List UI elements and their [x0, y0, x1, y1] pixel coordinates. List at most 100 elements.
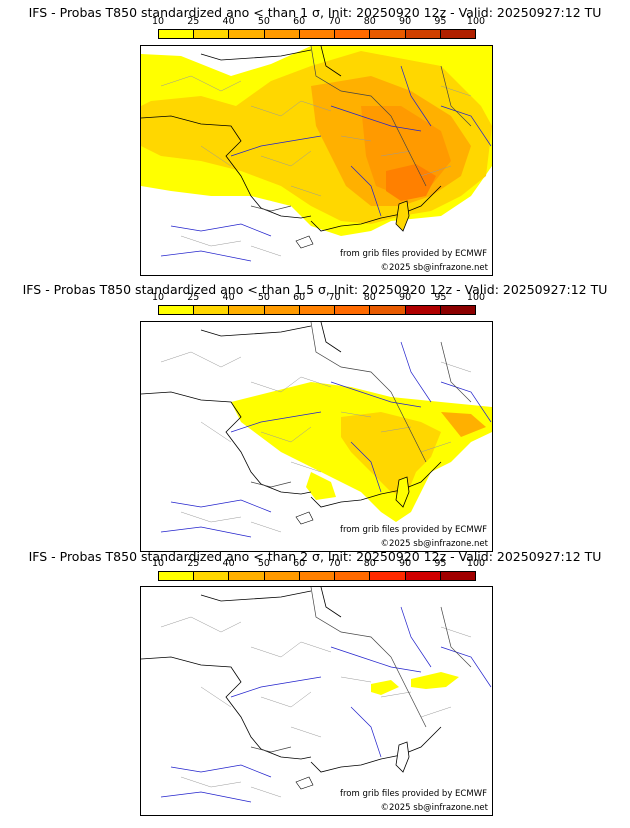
colorbar-segment [229, 30, 265, 38]
admin-borders [160, 75, 472, 257]
map-panel-1: IFS - Probas T850 standardized ano < tha… [0, 0, 630, 276]
tick-label: 70 [328, 292, 341, 303]
coastline [141, 587, 442, 773]
tick-label: 60 [293, 16, 306, 27]
corsica [395, 476, 410, 508]
tick-label: 100 [466, 292, 486, 303]
tick-label: 80 [363, 16, 376, 27]
colorbar-segment [159, 306, 195, 314]
admin-borders [160, 616, 472, 798]
copyright: ©2025 sb@infrazone.net [379, 539, 489, 549]
colorbar-ticks: 10 25 40 50 60 70 80 90 95 100 [152, 558, 485, 571]
copyright: ©2025 sb@infrazone.net [379, 263, 489, 273]
source-credit: from grib files provided by ECMWF [340, 249, 487, 259]
tick-label: 25 [187, 558, 200, 569]
low-prob-area [141, 196, 296, 275]
source-credit: from grib files provided by ECMWF [340, 789, 487, 799]
probability-map: from grib files provided by ECMWF ©2025 … [140, 45, 493, 276]
tick-label: 40 [222, 16, 235, 27]
colorbar-segment [229, 572, 265, 580]
colorbar [158, 571, 476, 581]
tick-label: 80 [363, 292, 376, 303]
rivers [160, 65, 492, 262]
prob-area-25 [341, 412, 441, 497]
map-panel-2: IFS - Probas T850 standardized ano < tha… [0, 276, 630, 552]
copyright: ©2025 sb@infrazone.net [379, 803, 489, 813]
admin-borders [160, 351, 472, 533]
colorbar-segment [335, 572, 371, 580]
corsica [395, 200, 410, 232]
colorbar-segment [159, 572, 195, 580]
country-borders [250, 46, 472, 212]
prob-area-60 [386, 164, 436, 201]
colorbar-segment [229, 306, 265, 314]
tick-label: 70 [328, 16, 341, 27]
map-graphic [141, 46, 492, 275]
source-credit: from grib files provided by ECMWF [340, 525, 487, 535]
colorbar-segment [264, 30, 300, 38]
country-borders [250, 587, 472, 753]
colorbar-segment [299, 572, 336, 580]
colorbar-ticks: 10 25 40 50 60 70 80 90 95 100 [152, 16, 485, 29]
tick-label: 50 [257, 16, 270, 27]
tick-label: 95 [434, 558, 447, 569]
map-graphic [141, 322, 492, 538]
tick-label: 60 [293, 292, 306, 303]
colorbar-segment [335, 306, 371, 314]
colorbar-segment [405, 572, 441, 580]
baleares [295, 776, 314, 790]
colorbar-segment [159, 30, 195, 38]
tick-label: 95 [434, 292, 447, 303]
corsica [395, 741, 410, 773]
tick-label: 100 [466, 558, 486, 569]
panel-title: IFS - Probas T850 standardized ano < tha… [28, 549, 602, 564]
tick-label: 100 [466, 16, 486, 27]
tick-label: 90 [399, 16, 412, 27]
colorbar-segment [370, 30, 406, 38]
colorbar-ticks: 10 25 40 50 60 70 80 90 95 100 [152, 292, 485, 305]
colorbar-segment [335, 30, 371, 38]
rivers [160, 606, 492, 803]
colorbar-segment [440, 30, 475, 38]
probability-map: from grib files provided by ECMWF ©2025 … [140, 321, 493, 552]
colorbar-segment [440, 306, 475, 314]
coastline [141, 46, 442, 232]
colorbar-segment [370, 572, 406, 580]
tick-label: 90 [399, 558, 412, 569]
colorbar [158, 29, 476, 39]
tick-label: 50 [257, 292, 270, 303]
colorbar-segment [440, 572, 475, 580]
tick-label: 60 [293, 558, 306, 569]
tick-label: 10 [151, 292, 165, 303]
country-borders [250, 322, 472, 488]
tick-label: 10 [151, 16, 165, 27]
colorbar-segment [194, 30, 230, 38]
colorbar-segment [194, 572, 230, 580]
colorbar-segment [405, 306, 441, 314]
baleares [295, 235, 314, 249]
baleares [295, 511, 314, 525]
tick-label: 95 [434, 16, 447, 27]
colorbar-segment [405, 30, 441, 38]
tick-label: 70 [328, 558, 341, 569]
tick-label: 90 [399, 292, 412, 303]
colorbar-segment [370, 306, 406, 314]
rivers [160, 341, 492, 538]
prob-area-10 [371, 680, 399, 695]
panel-title: IFS - Probas T850 standardized ano < tha… [28, 5, 602, 20]
tick-label: 40 [222, 292, 235, 303]
colorbar-segment [299, 30, 336, 38]
colorbar [158, 305, 476, 315]
prob-area-10 [411, 672, 459, 689]
map-panel-3: IFS - Probas T850 standardized ano < tha… [0, 549, 630, 828]
panel-title: IFS - Probas T850 standardized ano < tha… [22, 282, 608, 297]
colorbar-segment [299, 306, 336, 314]
tick-label: 50 [257, 558, 270, 569]
tick-label: 25 [187, 292, 200, 303]
tick-label: 80 [363, 558, 376, 569]
coastline [141, 322, 442, 508]
colorbar-segment [264, 572, 300, 580]
probability-map: from grib files provided by ECMWF ©2025 … [140, 586, 493, 816]
tick-label: 10 [151, 558, 165, 569]
tick-label: 25 [187, 16, 200, 27]
